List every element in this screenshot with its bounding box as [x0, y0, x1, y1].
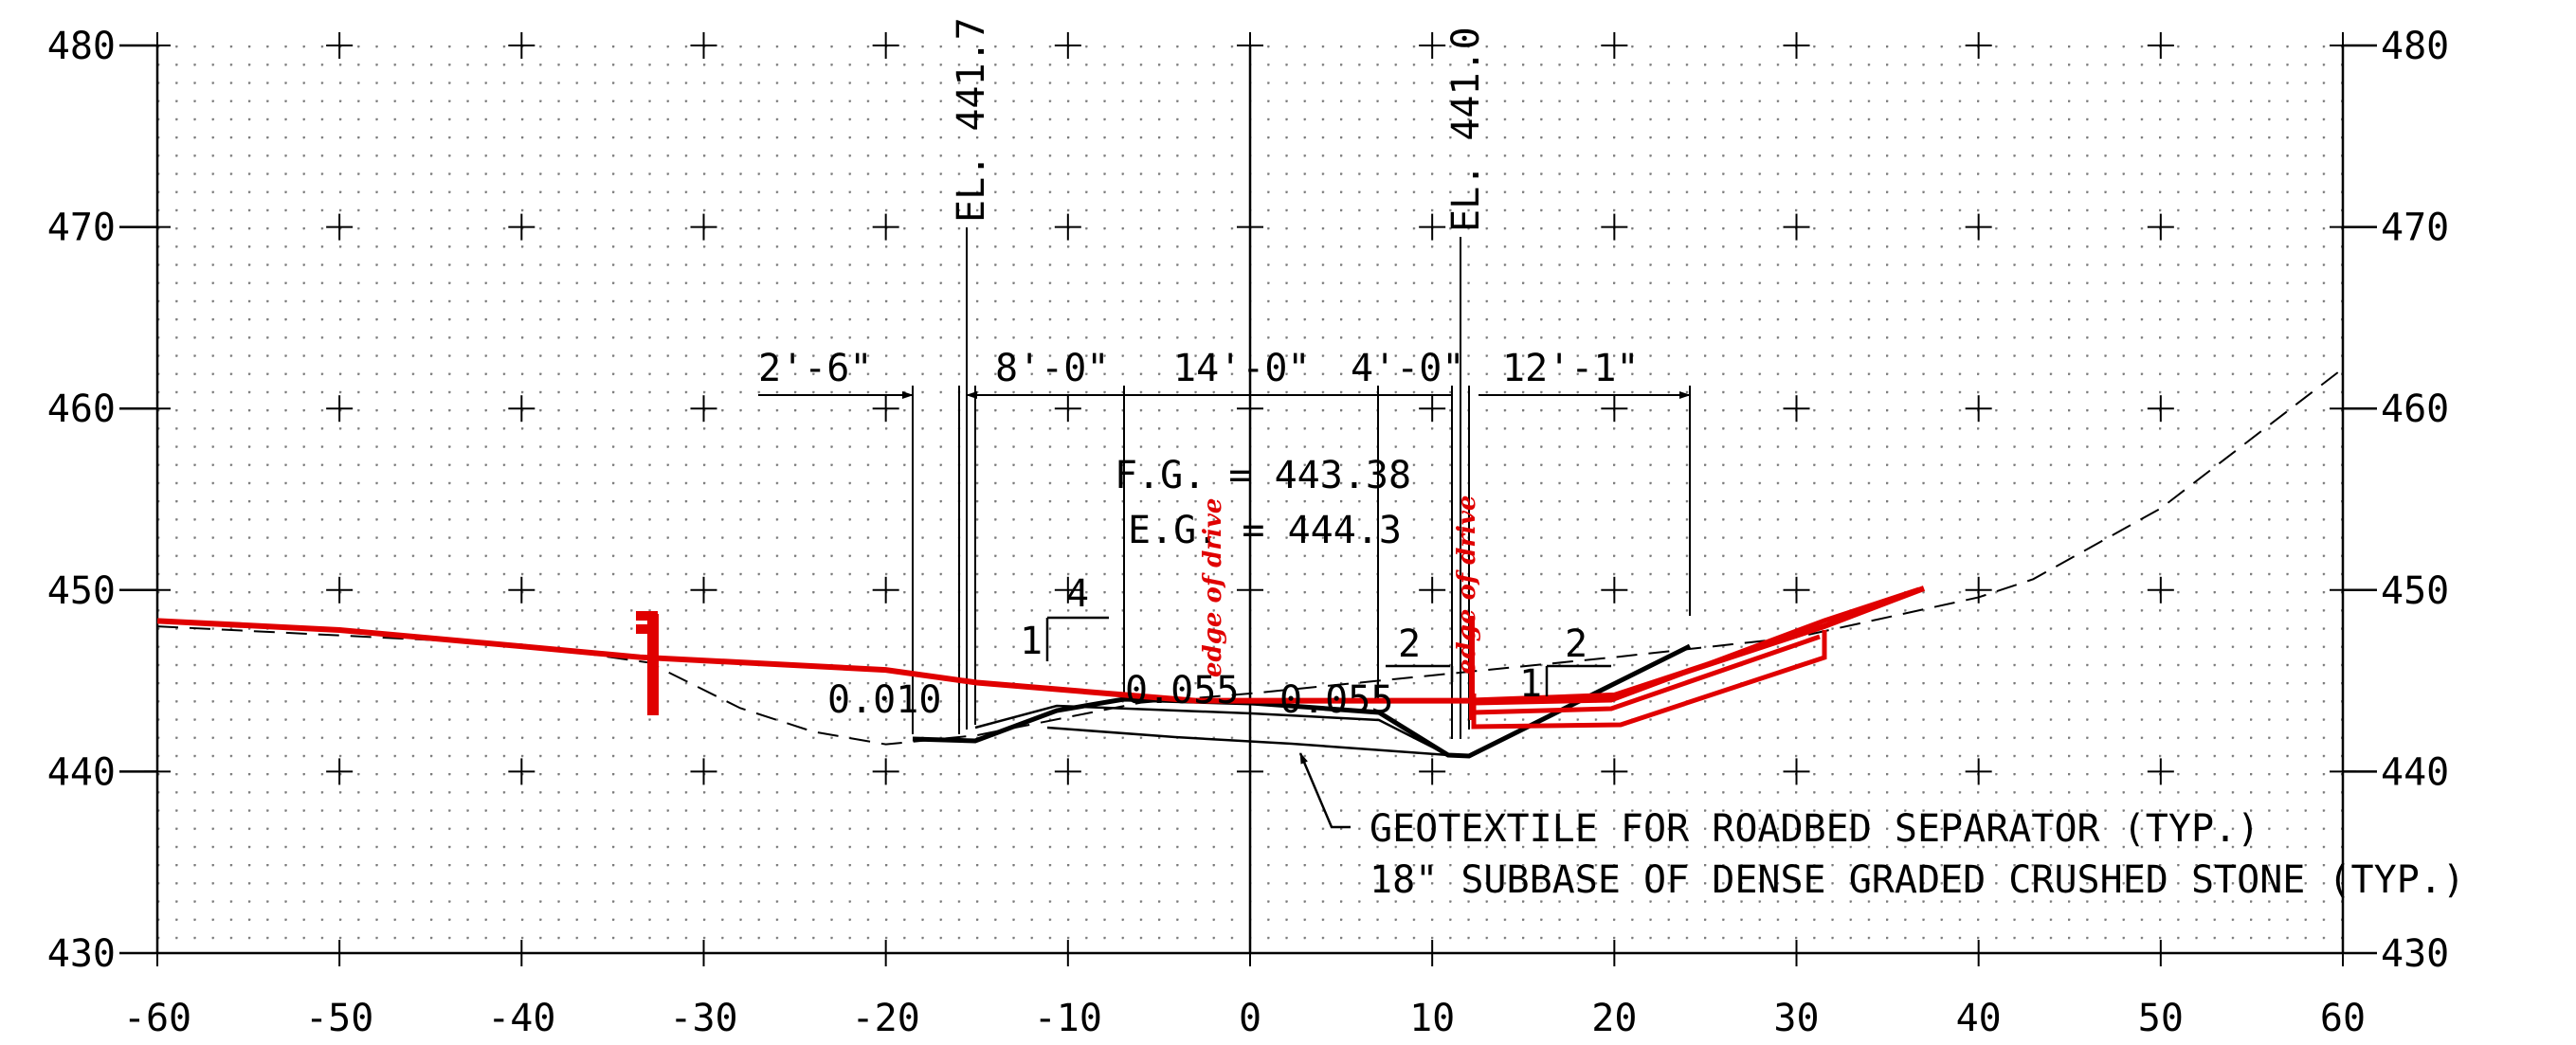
ratio-label-2b: 2 [1565, 622, 1587, 666]
elevation-right-label: EL. 441.0 [1444, 27, 1488, 232]
existing-grade-label: E.G. = 444.3 [1128, 509, 1402, 552]
x-tick-label: 10 [1409, 997, 1455, 1040]
subbase-note: 18" SUBBASE OF DENSE GRADED CRUSHED STON… [1370, 858, 2465, 902]
ratio-label-4: 4 [1066, 572, 1089, 616]
x-tick-label: 0 [1239, 997, 1261, 1040]
y-tick-label-right: 480 [2381, 25, 2449, 68]
geotextile-note: GEOTEXTILE FOR ROADBED SEPARATOR (TYP.) [1370, 807, 2259, 851]
x-tick-label: 20 [1591, 997, 1637, 1040]
y-tick-label-left: 470 [47, 207, 116, 250]
elevation-left-label: EL. 441.7 [950, 17, 993, 223]
edge-of-drive-right: edge of drive [1453, 495, 1481, 675]
y-tick-label-left: 450 [47, 569, 116, 613]
y-tick-label-left: 430 [47, 932, 116, 976]
x-tick-label: 50 [2138, 997, 2184, 1040]
slope-label-mid-right: 0.055 [1279, 678, 1393, 722]
y-tick-label-right: 430 [2381, 932, 2449, 976]
dimension-label-2: 8'-0" [995, 347, 1109, 390]
ratio-label-1b: 1 [1519, 662, 1542, 706]
y-tick-label-right: 460 [2381, 387, 2449, 431]
slope-label-left: 0.010 [827, 678, 941, 722]
y-tick-label-right: 450 [2381, 569, 2449, 613]
edge-of-drive-left: edge of drive [1199, 498, 1227, 677]
ratio-label-1a: 1 [1020, 620, 1043, 663]
finished-grade-label: F.G. = 443.38 [1115, 454, 1411, 497]
dimension-label-5: 12'-1" [1502, 347, 1640, 390]
y-tick-label-left: 440 [47, 750, 116, 794]
x-tick-label: -50 [305, 997, 373, 1040]
x-tick-label: -10 [1034, 997, 1102, 1040]
y-tick-label-left: 480 [47, 25, 116, 68]
dimension-label-4: 4'-0" [1351, 347, 1464, 390]
x-tick-label: -30 [669, 997, 737, 1040]
x-tick-label: 30 [1773, 997, 1819, 1040]
y-tick-label-left: 460 [47, 387, 116, 431]
x-tick-label: 60 [2320, 997, 2366, 1040]
dimension-label-3: 14'-0" [1173, 347, 1311, 390]
x-tick-label: 40 [1956, 997, 2002, 1040]
x-tick-label: -40 [487, 997, 555, 1040]
y-tick-label-right: 440 [2381, 750, 2449, 794]
x-tick-label: -20 [852, 997, 920, 1040]
x-tick-labels: -60 -50 -40 -30 -20 -10 0 10 20 30 40 50 60 [123, 997, 2366, 1040]
x-tick-label: -60 [123, 997, 191, 1040]
dimension-label-1: 2'-6" [758, 347, 872, 390]
y-tick-label-right: 470 [2381, 207, 2449, 250]
ratio-label-2a: 2 [1398, 622, 1421, 666]
